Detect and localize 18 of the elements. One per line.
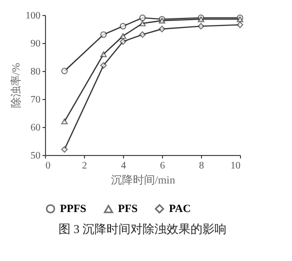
y-tick-label: 80 bbox=[30, 66, 40, 78]
x-tick-label: 8 bbox=[199, 160, 204, 172]
legend-label: PAC bbox=[169, 202, 191, 215]
y-tick-label: 70 bbox=[30, 94, 40, 106]
legend-label: PPFS bbox=[60, 202, 86, 215]
y-axis-title: 除浊率/% bbox=[10, 62, 22, 108]
legend-label: PFS bbox=[118, 203, 138, 216]
x-tick-label: 4 bbox=[121, 160, 126, 172]
x-tick-label: 10 bbox=[230, 160, 240, 172]
x-axis-title: 沉降时间/min bbox=[110, 174, 176, 186]
x-tick-label: 2 bbox=[82, 160, 87, 172]
y-tick-label: 60 bbox=[30, 122, 40, 134]
x-tick-label: 0 bbox=[46, 160, 50, 172]
y-tick-label: 50 bbox=[30, 150, 40, 162]
x-tick-label: 6 bbox=[160, 160, 165, 172]
y-tick-label: 100 bbox=[26, 10, 40, 22]
y-tick-label: 90 bbox=[30, 38, 40, 50]
text: 图 3 沉降时间对除浊效果的影响 bbox=[58, 222, 226, 236]
